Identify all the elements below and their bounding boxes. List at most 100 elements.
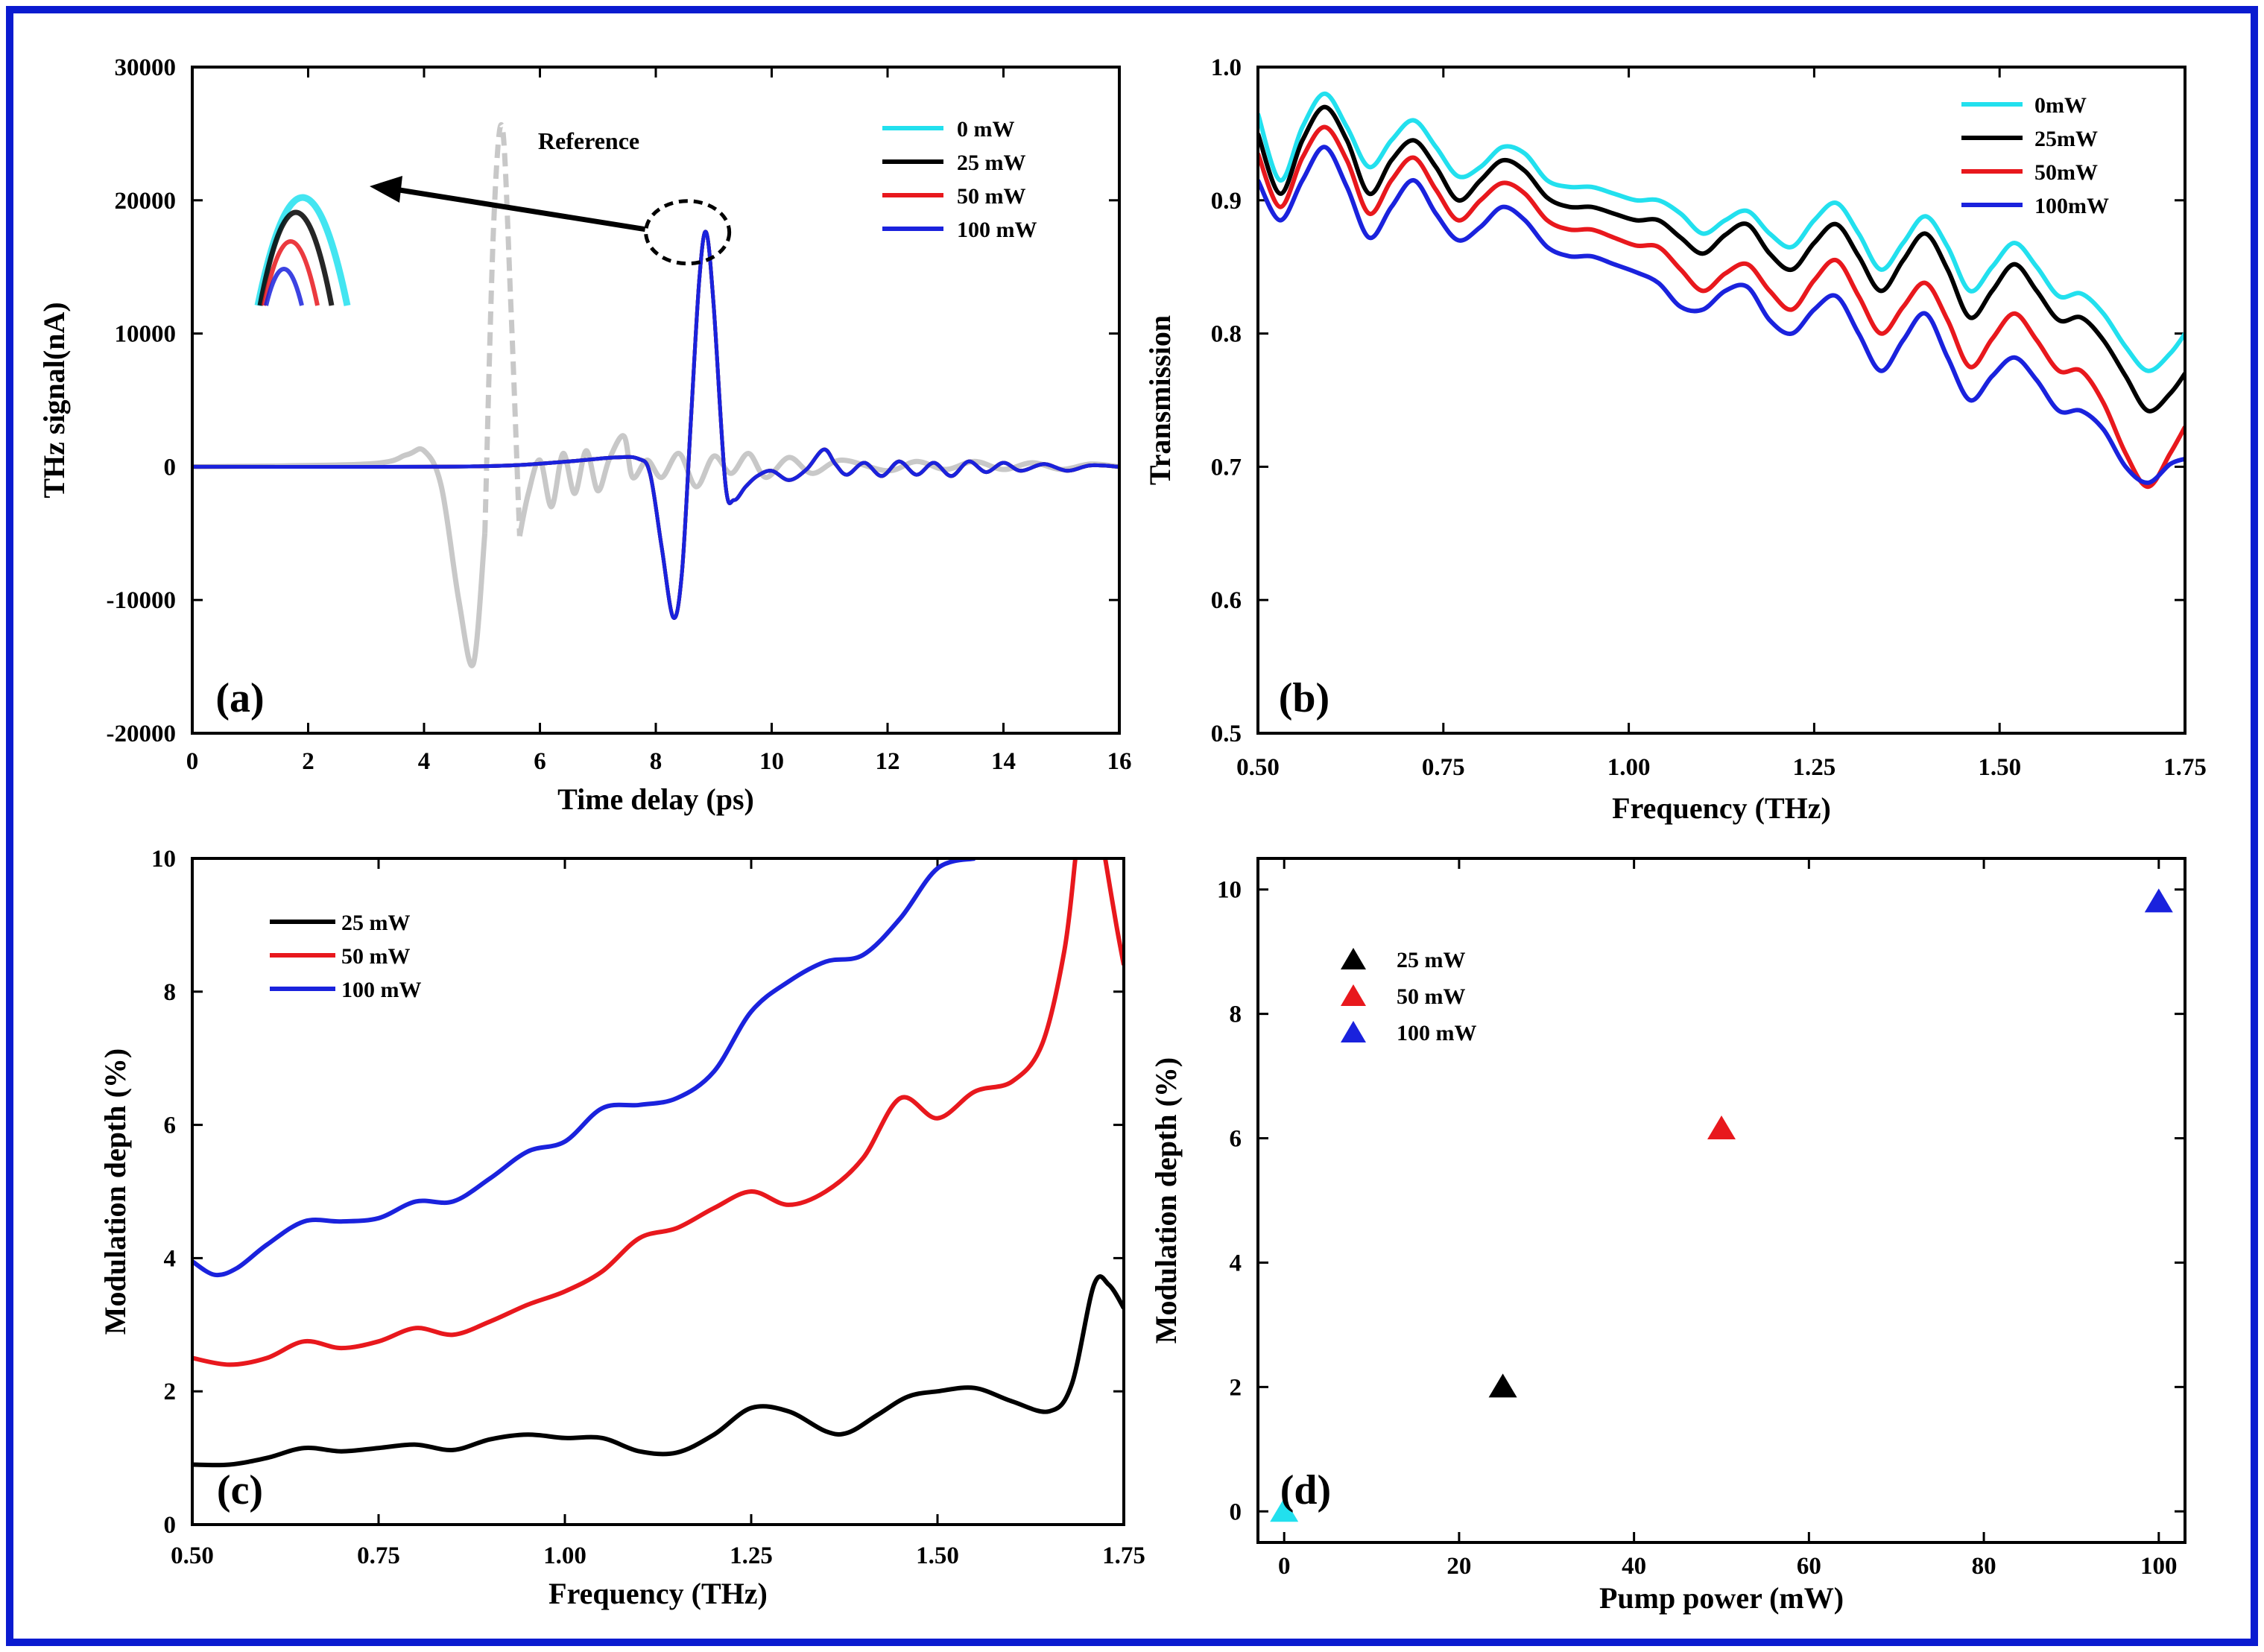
legend-label: 25 mW [957, 151, 1026, 175]
y-tick-label: 8 [1230, 1001, 1242, 1028]
scatter-point [1270, 1498, 1299, 1522]
x-tick-label: 1.25 [1793, 754, 1836, 781]
reference-line-dashed [482, 122, 522, 537]
x-tick-label: 1.00 [1607, 754, 1651, 781]
series-line-2 [1258, 124, 2185, 490]
legend-label: 50 mW [957, 184, 1026, 209]
y-tick-label: -20000 [107, 721, 177, 747]
legend-label: 100mW [2034, 194, 2109, 218]
panel-label: (c) [217, 1467, 263, 1513]
legend-label: 25 mW [341, 911, 411, 935]
x-axis-label: Pump power (mW) [1599, 1581, 1844, 1615]
x-tick-label: 8 [650, 748, 663, 775]
panel-label: (a) [215, 675, 264, 721]
y-tick-label: 8 [164, 979, 177, 1006]
x-axis-label: Time delay (ps) [557, 782, 754, 816]
y-tick-label: 4 [164, 1245, 177, 1272]
legend-marker [1341, 984, 1366, 1006]
y-axis-label: Modulation depth (%) [1149, 1057, 1183, 1344]
scatter-point [2144, 888, 2173, 913]
signal-line-2 [192, 230, 1119, 620]
axes-frame [1256, 857, 2186, 1544]
axes-frame [191, 66, 1121, 735]
zoom-arrow [394, 186, 646, 232]
x-tick-label: 12 [876, 748, 900, 775]
plot-area [192, 858, 1124, 1468]
y-tick-label: 10 [1217, 877, 1242, 904]
reference-line [516, 433, 1119, 537]
legend-marker [1341, 1021, 1366, 1042]
signal-line-1 [192, 230, 1119, 620]
figure-frame [6, 6, 2258, 1646]
x-tick-label: 20 [1446, 1553, 1471, 1580]
y-axis-label: THz signal(nA) [37, 302, 71, 498]
reference-line [192, 446, 488, 668]
legend-label: 25mW [2034, 127, 2098, 151]
y-tick-label: 0.6 [1211, 587, 1242, 614]
x-tick-label: 0 [186, 748, 199, 775]
y-tick-label: 10 [151, 846, 176, 873]
y-tick-label: 2 [1230, 1374, 1242, 1401]
y-tick-label: 30000 [115, 54, 177, 81]
y-tick-label: 2 [164, 1379, 177, 1405]
y-tick-label: 20000 [115, 188, 177, 215]
inset-arc-1 [257, 209, 335, 306]
x-tick-label: 1.50 [916, 1542, 959, 1569]
legend-label: 100 mW [1397, 1021, 1477, 1045]
signal-line-0 [192, 230, 1119, 620]
y-tick-label: 10000 [115, 321, 177, 348]
legend-label: 25 mW [1397, 948, 1466, 972]
y-tick-label: 0 [1230, 1498, 1242, 1525]
peak-highlight-circle [644, 199, 732, 266]
x-tick-label: 100 [2140, 1553, 2178, 1580]
x-tick-label: 1.75 [2163, 754, 2207, 781]
inset-arc-3 [264, 267, 304, 306]
x-axis-label: Frequency (THz) [1612, 791, 1831, 825]
y-tick-label: 0.5 [1211, 721, 1242, 747]
y-axis-label: Transmission [1143, 315, 1177, 485]
y-tick-label: 1.0 [1211, 54, 1242, 81]
inset-zoom [254, 194, 351, 306]
x-axis-label: Frequency (THz) [548, 1577, 768, 1610]
series-line-1-b [1103, 858, 1124, 966]
y-tick-label: -10000 [107, 587, 177, 614]
panel-label: (d) [1280, 1467, 1331, 1513]
legend-label: 100 mW [957, 218, 1037, 242]
series-line-1 [1258, 104, 2185, 414]
x-tick-label: 1.00 [543, 1542, 586, 1569]
series-line-0 [192, 1273, 1124, 1468]
series-line-1 [192, 858, 1078, 1367]
legend-label: 50 mW [1397, 984, 1466, 1009]
reference-label: Reference [538, 127, 639, 154]
series-line-0 [1258, 91, 2185, 373]
plot-area [1258, 91, 2185, 490]
x-tick-label: 16 [1107, 748, 1132, 775]
x-tick-label: 1.50 [1978, 754, 2021, 781]
axes-frame [1256, 66, 2186, 735]
axes-frame [191, 857, 1125, 1526]
scatter-point [1707, 1115, 1736, 1140]
zoom-arrowhead [370, 176, 402, 203]
x-tick-label: 1.75 [1102, 1542, 1145, 1569]
x-tick-label: 80 [1972, 1553, 1996, 1580]
plot-area [192, 122, 1119, 668]
y-tick-label: 0.7 [1211, 454, 1242, 481]
x-tick-label: 14 [991, 748, 1016, 775]
x-tick-label: 40 [1622, 1553, 1646, 1580]
legend-label: 50mW [2034, 160, 2098, 185]
x-tick-label: 1.25 [730, 1542, 773, 1569]
x-tick-label: 0.50 [1236, 754, 1280, 781]
y-tick-label: 6 [164, 1113, 177, 1139]
legend-label: 100 mW [341, 978, 422, 1002]
legend-label: 0mW [2034, 93, 2087, 118]
legend-label: 0 mW [957, 117, 1015, 142]
y-tick-label: 0.8 [1211, 321, 1242, 348]
plot-area [1270, 888, 2173, 1522]
y-tick-label: 0 [164, 1512, 177, 1539]
y-tick-label: 4 [1230, 1250, 1242, 1276]
x-tick-label: 10 [759, 748, 784, 775]
x-tick-label: 6 [534, 748, 546, 775]
y-tick-label: 6 [1230, 1126, 1242, 1153]
x-tick-label: 0.75 [1422, 754, 1465, 781]
legend-marker [1341, 948, 1366, 969]
